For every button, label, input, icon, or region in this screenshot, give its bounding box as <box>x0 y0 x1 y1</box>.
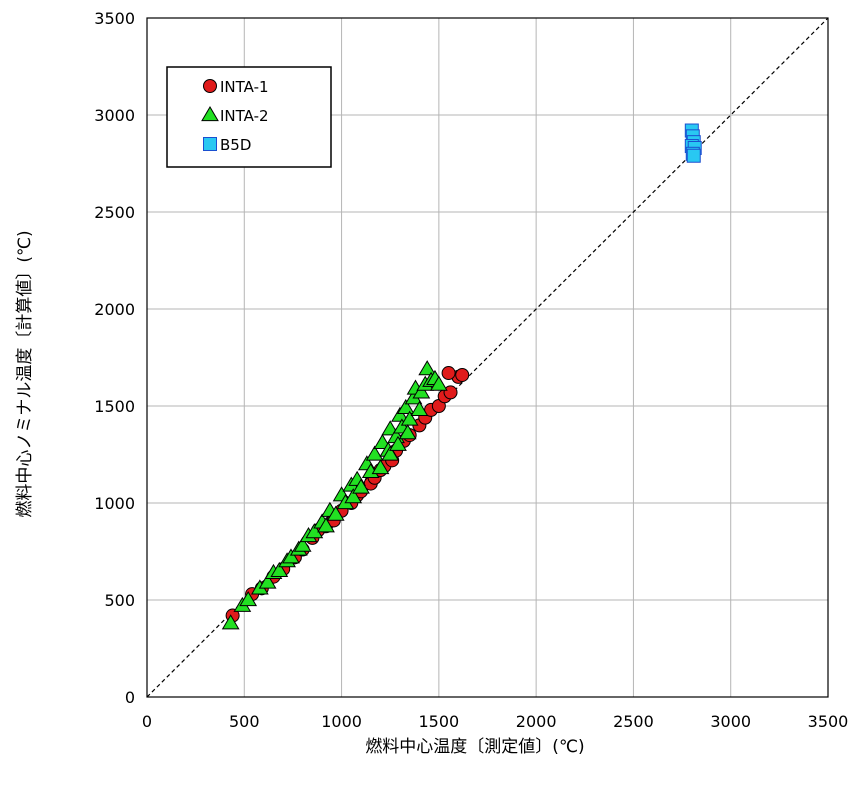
triangle-point-inta-2 <box>400 410 419 426</box>
circle-point-inta-1 <box>455 367 470 382</box>
x-axis-ticks: 0 500 1000 1500 2000 2500 3000 3500 <box>142 712 848 731</box>
triangle-point-inta-2 <box>418 360 437 376</box>
legend: INTA-1 INTA-2 B5D <box>166 66 332 168</box>
y-axis-ticks: 0 500 1000 1500 2000 2500 3000 3500 <box>94 9 135 707</box>
x-tick-label: 3000 <box>710 712 751 731</box>
x-tick-label: 2000 <box>516 712 557 731</box>
legend-label: INTA-1 <box>220 78 269 96</box>
y-tick-label: 3500 <box>94 9 135 28</box>
x-tick-label: 2500 <box>613 712 654 731</box>
x-tick-label: 1500 <box>418 712 459 731</box>
y-tick-label: 0 <box>125 688 135 707</box>
triangle-point-inta-2 <box>221 614 240 630</box>
triangle-point-inta-2 <box>412 383 431 399</box>
legend-box <box>166 66 332 168</box>
square-point-b5d <box>686 148 701 163</box>
triangle-point-inta-2 <box>391 406 409 422</box>
y-tick-label: 2500 <box>94 203 135 222</box>
y-axis-title: 燃料中心ノミナル温度〔計算値〕(℃) <box>15 230 35 517</box>
x-axis-title: 燃料中心温度〔測定値〕(℃) <box>365 737 584 757</box>
legend-label: INTA-2 <box>220 107 269 125</box>
triangle-point-inta-2 <box>365 445 384 461</box>
triangle-point-inta-2 <box>239 591 258 607</box>
triangle-point-inta-2 <box>429 375 448 391</box>
triangle-point-inta-2 <box>326 505 345 521</box>
triangle-point-inta-2 <box>317 517 335 533</box>
triangle-point-inta-2 <box>352 478 370 494</box>
triangle-point-inta-2 <box>344 488 363 504</box>
triangle-point-inta-2 <box>410 400 429 416</box>
legend-marker-b5d <box>203 137 217 151</box>
circle-point-inta-1 <box>443 385 458 400</box>
triangle-point-inta-2 <box>398 424 417 440</box>
triangle-point-inta-2 <box>258 573 277 589</box>
plot-area-frame <box>146 17 829 698</box>
legend-label: B5D <box>220 136 251 154</box>
x-tick-label: 500 <box>229 712 260 731</box>
legend-marker-inta-2 <box>201 106 219 122</box>
grid-lines <box>146 17 829 698</box>
y-tick-label: 1000 <box>94 494 135 513</box>
x-tick-label: 3500 <box>808 712 849 731</box>
reference-diagonal-line <box>146 17 829 698</box>
triangle-point-inta-2 <box>381 445 400 461</box>
legend-marker-inta-1 <box>203 79 217 93</box>
y-tick-label: 1500 <box>94 397 135 416</box>
triangle-point-inta-2 <box>389 435 407 451</box>
y-tick-label: 500 <box>104 591 135 610</box>
data-points <box>221 123 702 630</box>
x-tick-label: 0 <box>142 712 152 731</box>
y-tick-label: 2000 <box>94 300 135 319</box>
triangle-point-inta-2 <box>396 398 415 415</box>
triangle-point-inta-2 <box>270 561 289 577</box>
triangle-point-inta-2 <box>371 459 390 475</box>
triangle-point-inta-2 <box>293 536 312 552</box>
triangle-point-inta-2 <box>282 548 300 564</box>
circle-point-inta-1 <box>441 366 456 381</box>
x-tick-label: 1000 <box>321 712 362 731</box>
y-tick-label: 3000 <box>94 106 135 125</box>
